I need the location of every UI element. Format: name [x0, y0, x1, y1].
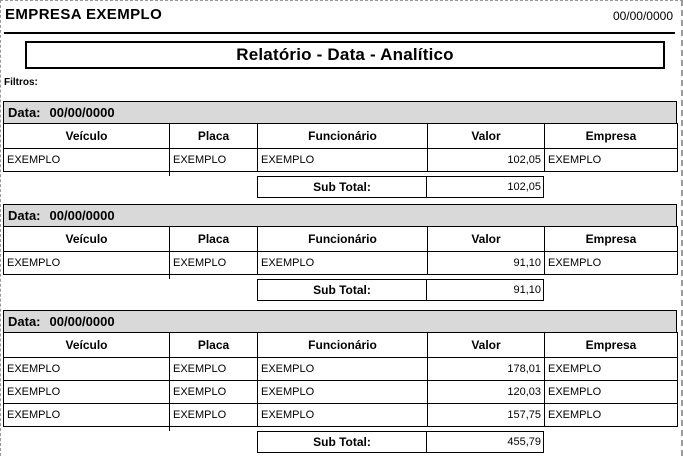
- col-header-veiculo: Veículo: [3, 226, 170, 252]
- table-row: EXEMPLO EXEMPLO EXEMPLO 120,03 EXEMPLO: [3, 380, 678, 404]
- page-header: EMPRESA EXEMPLO 00/00/0000: [1, 1, 681, 27]
- cell-empresa: EXEMPLO: [544, 403, 678, 427]
- cell-placa: EXEMPLO: [169, 357, 258, 381]
- section-date-value: 00/00/0000: [49, 105, 115, 120]
- subtotal-label: Sub Total:: [257, 176, 427, 198]
- col-header-valor: Valor: [427, 123, 545, 149]
- table-row: EXEMPLO EXEMPLO EXEMPLO 91,10 EXEMPLO: [3, 251, 678, 275]
- cell-funcionario: EXEMPLO: [257, 251, 428, 275]
- cell-empresa: EXEMPLO: [544, 357, 678, 381]
- col-header-funcionario: Funcionário: [257, 332, 428, 358]
- column-divider-tick: [169, 427, 170, 431]
- section-date-value: 00/00/0000: [49, 208, 115, 223]
- cell-funcionario: EXEMPLO: [257, 357, 428, 381]
- col-header-empresa: Empresa: [544, 226, 678, 252]
- col-header-placa: Placa: [169, 226, 258, 252]
- table-row: EXEMPLO EXEMPLO EXEMPLO 178,01 EXEMPLO: [3, 357, 678, 381]
- subtotal-value: 91,10: [427, 279, 544, 301]
- table-header-row: Veículo Placa Funcionário Valor Empresa: [3, 123, 678, 149]
- subtotal-value: 102,05: [427, 176, 544, 198]
- cell-placa: EXEMPLO: [169, 251, 258, 275]
- cell-valor: 178,01: [427, 357, 545, 381]
- table-header-row: Veículo Placa Funcionário Valor Empresa: [3, 332, 678, 358]
- cell-placa: EXEMPLO: [169, 403, 258, 427]
- section-date-bar: Data: 00/00/0000: [3, 204, 677, 227]
- section-date-value: 00/00/0000: [49, 314, 115, 329]
- header-rule: [4, 32, 675, 34]
- col-header-funcionario: Funcionário: [257, 226, 428, 252]
- subtotal-row: Sub Total: 91,10: [257, 279, 677, 301]
- report-title-box: Relatório - Data - Analítico: [25, 41, 665, 69]
- col-header-valor: Valor: [427, 332, 545, 358]
- subtotal-row: Sub Total: 102,05: [257, 176, 677, 198]
- col-header-placa: Placa: [169, 123, 258, 149]
- section-table: Veículo Placa Funcionário Valor Empresa …: [3, 226, 678, 275]
- filters-label: Filtros:: [4, 77, 38, 88]
- cell-placa: EXEMPLO: [169, 148, 258, 172]
- cell-veiculo: EXEMPLO: [3, 403, 170, 427]
- col-header-funcionario: Funcionário: [257, 123, 428, 149]
- section-table: Veículo Placa Funcionário Valor Empresa …: [3, 332, 678, 427]
- cell-veiculo: EXEMPLO: [3, 357, 170, 381]
- report-generated-date: 00/00/0000: [612, 9, 673, 23]
- table-row: EXEMPLO EXEMPLO EXEMPLO 157,75 EXEMPLO: [3, 403, 678, 427]
- cell-funcionario: EXEMPLO: [257, 403, 428, 427]
- cell-valor: 157,75: [427, 403, 545, 427]
- subtotal-row: Sub Total: 455,79: [257, 431, 677, 453]
- col-header-veiculo: Veículo: [3, 332, 170, 358]
- cell-empresa: EXEMPLO: [544, 380, 678, 404]
- column-divider-tick: [169, 275, 170, 279]
- col-header-placa: Placa: [169, 332, 258, 358]
- column-divider-tick: [169, 172, 170, 176]
- col-header-empresa: Empresa: [544, 123, 678, 149]
- company-name: EMPRESA EXEMPLO: [5, 6, 163, 23]
- subtotal-value: 455,79: [427, 431, 544, 453]
- section-date-label: Data:: [8, 208, 41, 223]
- cell-valor: 91,10: [427, 251, 545, 275]
- cell-veiculo: EXEMPLO: [3, 380, 170, 404]
- report-title: Relatório - Data - Analítico: [236, 45, 454, 64]
- report-section-2: Data: 00/00/0000 Veículo Placa Funcionár…: [3, 204, 678, 301]
- section-date-label: Data:: [8, 314, 41, 329]
- col-header-empresa: Empresa: [544, 332, 678, 358]
- subtotal-label: Sub Total:: [257, 279, 427, 301]
- col-header-valor: Valor: [427, 226, 545, 252]
- cell-empresa: EXEMPLO: [544, 148, 678, 172]
- cell-empresa: EXEMPLO: [544, 251, 678, 275]
- table-header-row: Veículo Placa Funcionário Valor Empresa: [3, 226, 678, 252]
- section-table: Veículo Placa Funcionário Valor Empresa …: [3, 123, 678, 172]
- section-date-bar: Data: 00/00/0000: [3, 310, 677, 333]
- table-row: EXEMPLO EXEMPLO EXEMPLO 102,05 EXEMPLO: [3, 148, 678, 172]
- section-date-label: Data:: [8, 105, 41, 120]
- section-date-bar: Data: 00/00/0000: [3, 101, 677, 124]
- cell-funcionario: EXEMPLO: [257, 380, 428, 404]
- cell-veiculo: EXEMPLO: [3, 148, 170, 172]
- cell-funcionario: EXEMPLO: [257, 148, 428, 172]
- report-section-1: Data: 00/00/0000 Veículo Placa Funcionár…: [3, 101, 678, 198]
- cell-valor: 120,03: [427, 380, 545, 404]
- cell-valor: 102,05: [427, 148, 545, 172]
- cell-placa: EXEMPLO: [169, 380, 258, 404]
- report-section-3: Data: 00/00/0000 Veículo Placa Funcionár…: [3, 310, 678, 453]
- cell-veiculo: EXEMPLO: [3, 251, 170, 275]
- subtotal-label: Sub Total:: [257, 431, 427, 453]
- col-header-veiculo: Veículo: [3, 123, 170, 149]
